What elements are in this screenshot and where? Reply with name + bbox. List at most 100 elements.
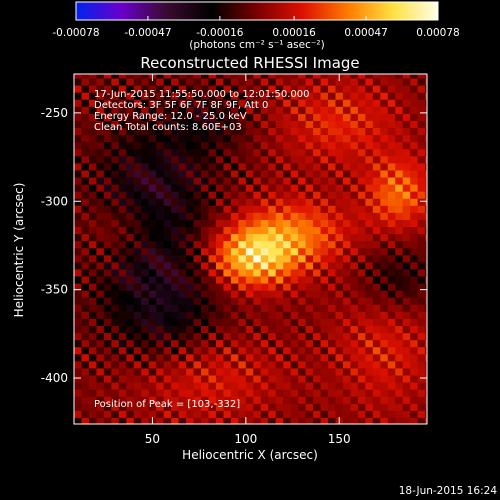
heatmap-cell [96, 296, 105, 305]
heatmap-cell [215, 296, 225, 305]
heatmap-cell [342, 395, 352, 404]
heatmap-cell [126, 374, 135, 383]
heatmap-cell [193, 218, 202, 228]
heatmap-cell [305, 204, 314, 213]
heatmap-cell [320, 105, 329, 114]
heatmap-cell [268, 204, 277, 213]
heatmap-cell [223, 395, 232, 404]
heatmap-cell [238, 360, 247, 369]
heatmap-cell [350, 268, 359, 277]
heatmap-cell [215, 190, 225, 199]
heatmap-cell [245, 395, 254, 404]
heatmap-cell [103, 141, 112, 150]
heatmap-cell [290, 169, 299, 178]
heatmap-cell [365, 289, 374, 298]
heatmap-cell [342, 112, 352, 121]
heatmap-cell [141, 388, 150, 397]
heatmap-cell [178, 395, 187, 404]
heatmap-cell [328, 395, 337, 404]
heatmap-cell [425, 275, 427, 284]
heatmap-cell [253, 289, 262, 298]
heatmap-cell [342, 77, 352, 86]
heatmap-cell [268, 162, 277, 171]
heatmap-cell [342, 183, 352, 192]
heatmap-cell [283, 183, 292, 192]
heatmap-cell [298, 112, 307, 121]
heatmap-cell [88, 183, 98, 192]
heatmap-cell [417, 84, 426, 93]
heatmap-cell [201, 374, 210, 383]
heatmap-cell [328, 134, 337, 143]
heatmap-cell [223, 105, 232, 114]
heatmap-cell [133, 112, 142, 121]
heatmap-cell [275, 233, 284, 242]
heatmap-cell [313, 134, 322, 143]
heatmap-cell [313, 112, 322, 121]
heatmap-cell [208, 409, 217, 418]
heatmap-cell [380, 416, 389, 424]
heatmap-cell [372, 275, 381, 284]
heatmap-cell [260, 381, 269, 390]
heatmap-cell [372, 346, 381, 355]
heatmap-cell [402, 74, 411, 79]
heatmap-cell [223, 204, 232, 213]
heatmap-cell [290, 303, 299, 312]
heatmap-cell [215, 353, 225, 362]
heatmap-cell [230, 119, 239, 129]
heatmap-cell [253, 226, 262, 235]
heatmap-cell [283, 381, 292, 390]
heatmap-cell [215, 416, 225, 424]
heatmap-cell [96, 282, 105, 291]
heatmap-cell [141, 134, 150, 143]
heatmap-cell [298, 84, 307, 93]
heatmap-cell [230, 190, 239, 199]
heatmap-cell [215, 141, 225, 150]
heatmap-cell [223, 310, 232, 319]
heatmap-cell [357, 176, 366, 185]
heatmap-cell [268, 190, 277, 199]
heatmap-cell [387, 190, 396, 199]
heatmap-cell [103, 332, 112, 341]
heatmap-cell [111, 211, 120, 220]
heatmap-cell [305, 367, 314, 376]
heatmap-cell [201, 247, 210, 256]
heatmap-cell [342, 105, 352, 114]
heatmap-cell [380, 332, 389, 341]
heatmap-cell [395, 247, 404, 256]
heatmap-cell [365, 183, 374, 192]
footer-timestamp: 18-Jun-2015 16:24 [399, 485, 498, 497]
heatmap-cell [402, 127, 411, 136]
heatmap-cell [417, 332, 426, 341]
heatmap-cell [410, 119, 419, 129]
heatmap-cell [178, 339, 187, 348]
heatmap-cell [178, 332, 187, 341]
heatmap-cell [260, 218, 269, 228]
heatmap-cell [230, 112, 239, 121]
heatmap-cell [417, 282, 426, 291]
heatmap-cell [245, 218, 254, 228]
heatmap-cell [171, 332, 180, 341]
heatmap-cell [133, 183, 142, 192]
heatmap-cell [387, 155, 396, 164]
heatmap-cell [335, 282, 344, 291]
heatmap-cell [230, 84, 239, 93]
heatmap-cell [335, 134, 344, 143]
heatmap-cell [305, 339, 314, 348]
heatmap-cell [313, 105, 322, 114]
heatmap-cell [118, 409, 127, 418]
heatmap-cell [350, 381, 359, 390]
heatmap-cell [215, 367, 225, 376]
heatmap-cell [178, 275, 187, 284]
heatmap-cell [357, 289, 366, 298]
heatmap-cell [357, 74, 366, 79]
heatmap-cell [74, 240, 83, 249]
heatmap-cell [223, 211, 232, 220]
heatmap-cell [186, 218, 195, 228]
heatmap-cell [163, 310, 172, 319]
heatmap-cell [186, 289, 195, 298]
heatmap-cell [103, 367, 112, 376]
heatmap-cell [230, 332, 239, 341]
heatmap-cell [245, 127, 254, 136]
heatmap-cell [81, 289, 90, 298]
heatmap-cell [342, 127, 352, 136]
